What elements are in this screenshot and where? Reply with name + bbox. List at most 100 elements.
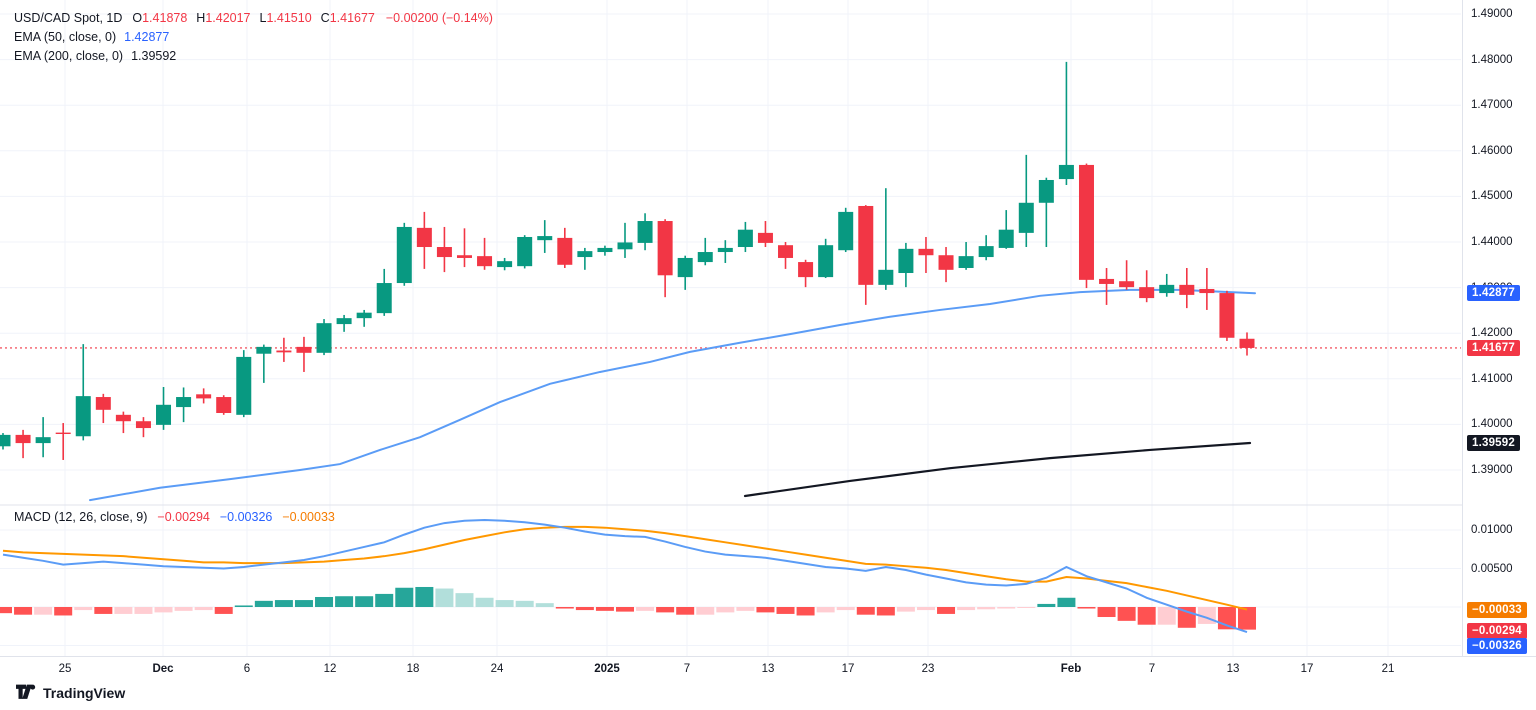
candle-body <box>838 211 854 251</box>
candle-body <box>376 283 392 314</box>
candle-body <box>898 248 914 274</box>
candle-body <box>737 229 753 248</box>
candle-body <box>1099 278 1115 284</box>
macd-histogram-bar <box>14 607 33 615</box>
candle-body <box>798 262 814 278</box>
ohlc-item: C1.41677 <box>320 10 375 25</box>
macd-badge: −0.00326 <box>1467 638 1527 654</box>
macd-badge: −0.00294 <box>1467 623 1527 639</box>
tradingview-watermark-text: TradingView <box>43 685 126 701</box>
macd-histogram-bar <box>696 607 715 615</box>
macd-histogram-bar <box>816 607 835 613</box>
macd-legend-row[interactable]: MACD (12, 26, close, 9) −0.00294 −0.0032… <box>14 507 335 526</box>
candle-body <box>537 236 553 241</box>
tradingview-watermark[interactable]: TradingView <box>16 684 125 702</box>
macd-tick-label: 0.01000 <box>1471 524 1513 536</box>
candle-body <box>998 229 1014 248</box>
candle-body <box>1058 164 1074 180</box>
candle-body <box>1119 281 1135 288</box>
candle-body <box>858 205 874 285</box>
ema200-value: 1.39592 <box>131 48 177 63</box>
candle-body <box>436 247 452 258</box>
time-tick-label: 12 <box>323 662 337 675</box>
candle-body <box>657 221 673 276</box>
candle-body <box>978 246 994 258</box>
price-axis[interactable]: 1.49000 1.48000 1.47000 1.46000 1.45000 1.440… <box>1462 0 1536 656</box>
price-tick-label: 1.41000 <box>1471 372 1513 385</box>
ohlc-item: L1.41510 <box>259 10 312 25</box>
macd-histogram-bar <box>856 607 875 615</box>
macd-histogram-bar <box>997 607 1016 609</box>
macd-line-value: −0.00326 <box>219 509 273 524</box>
candle-body <box>216 397 232 413</box>
macd-badge: −0.00033 <box>1467 602 1527 618</box>
macd-tick-label: 0.00500 <box>1471 562 1513 575</box>
candle-body <box>938 255 954 270</box>
ohlc-item: O1.41878 <box>132 10 188 25</box>
ohlc-values: O1.41878 H1.42017 L1.41510 C1.41677 <box>132 11 384 25</box>
price-badge: 1.39592 <box>1467 435 1520 451</box>
macd-histogram-bar <box>1117 607 1136 621</box>
macd-label: MACD (12, 26, close, 9) <box>14 509 148 524</box>
ema200-line <box>743 441 1252 498</box>
price-tick-label: 1.39000 <box>1471 464 1513 476</box>
macd-histogram-bar <box>74 607 93 611</box>
macd-histogram-bar <box>1237 607 1256 630</box>
macd-histogram-bar <box>154 607 173 613</box>
macd-histogram-bar <box>1077 607 1096 609</box>
candle-body <box>717 247 733 253</box>
macd-histogram-bar <box>716 607 735 613</box>
candle-body <box>637 221 653 243</box>
time-tick-label: 17 <box>1300 662 1314 675</box>
macd-histogram-bar <box>1157 607 1176 625</box>
candle-body <box>0 434 11 447</box>
candle-body <box>878 269 894 285</box>
candle-body <box>1018 202 1034 233</box>
macd-histogram-bar <box>294 600 313 607</box>
macd-line <box>2 518 1248 634</box>
candle-body <box>35 437 51 444</box>
time-tick-label: Dec <box>152 662 174 675</box>
candle-body <box>176 397 192 408</box>
macd-legend: MACD (12, 26, close, 9) −0.00294 −0.0032… <box>14 507 335 526</box>
macd-histogram-bar <box>515 600 534 607</box>
candle-body <box>336 318 352 325</box>
macd-histogram-bar <box>234 605 253 607</box>
tradingview-logo-icon <box>16 684 36 699</box>
macd-histogram-bar <box>937 607 956 614</box>
candle-body <box>416 227 432 248</box>
candle-body <box>356 312 372 319</box>
macd-histogram-bar <box>194 607 213 611</box>
macd-histogram-bar <box>776 607 795 614</box>
ohlc-item: H1.42017 <box>196 10 251 25</box>
price-tick-label: 1.48000 <box>1471 53 1513 66</box>
candle-body <box>1159 284 1175 294</box>
price-badge: 1.42877 <box>1467 285 1520 302</box>
ema200-label: EMA (200, close, 0) <box>14 48 124 63</box>
macd-histogram-bar <box>916 607 935 611</box>
time-axis[interactable]: 25 Dec 6 12 18 24 2025 7 13 17 23 Feb 7 13 17 21 <box>0 656 1536 680</box>
time-tick-label: 6 <box>243 662 251 675</box>
symbol-title: USD/CAD Spot, 1D <box>14 10 123 25</box>
candle-body <box>1199 288 1215 294</box>
symbol-legend-row[interactable]: USD/CAD Spot, 1D O1.41878 H1.42017 L1.4151… <box>14 8 493 27</box>
macd-histogram-bar <box>375 593 394 607</box>
candle-body <box>677 257 693 278</box>
macd-histogram-bar <box>1037 603 1056 607</box>
macd-histogram-bar <box>114 607 133 614</box>
ema50-value: 1.42877 <box>124 29 170 44</box>
macd-histogram-bar <box>1057 597 1076 607</box>
ema50-legend-row[interactable]: EMA (50, close, 0) 1.42877 <box>14 27 493 46</box>
price-tick-label: 1.42000 <box>1471 327 1513 340</box>
candle-body <box>477 256 493 267</box>
ema200-legend-row[interactable]: EMA (200, close, 0) 1.39592 <box>14 46 493 65</box>
macd-histogram-bar <box>836 607 855 611</box>
symbol-legend: USD/CAD Spot, 1D O1.41878 H1.42017 L1.4151… <box>14 8 493 65</box>
macd-histogram-bar <box>957 607 976 611</box>
candle-body <box>697 252 713 263</box>
time-tick-label: 17 <box>841 662 855 675</box>
candle-body <box>95 397 111 410</box>
macd-histogram-bar <box>355 596 374 607</box>
macd-histogram-bar <box>54 607 73 616</box>
